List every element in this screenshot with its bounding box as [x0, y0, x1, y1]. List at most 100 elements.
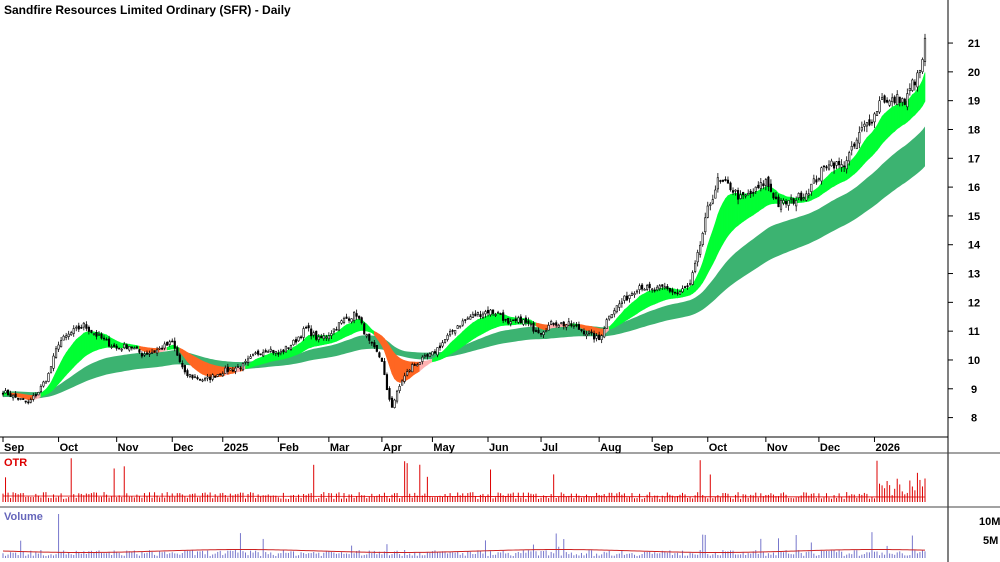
candle-body: [787, 200, 790, 206]
candle-body: [517, 317, 520, 323]
candle-body: [428, 353, 431, 358]
candle-body: [815, 179, 818, 183]
candle-body: [4, 390, 7, 394]
short-term-ma-ribbon-segment: [485, 315, 489, 333]
candle-body: [171, 340, 174, 343]
candle-body: [716, 177, 719, 190]
candle-body: [138, 349, 141, 353]
candle-body: [507, 318, 510, 324]
candle-body: [70, 332, 73, 336]
candle-body: [600, 335, 603, 340]
short-term-ma-ribbon-segment: [202, 360, 206, 376]
candle-body: [168, 341, 171, 345]
candle-body: [587, 331, 591, 334]
candle-body: [524, 317, 527, 323]
candle-body: [883, 95, 886, 103]
candle-body: [148, 352, 151, 355]
candle-body: [747, 192, 750, 196]
candle-body: [17, 397, 20, 400]
short-term-ma-ribbon-segment: [73, 338, 77, 368]
candle-body: [358, 315, 361, 319]
candle-body: [918, 70, 922, 73]
candle-body: [499, 313, 502, 315]
candle-body: [390, 397, 394, 408]
short-term-ma-ribbon-segment: [265, 354, 269, 364]
short-term-ma-ribbon-segment: [467, 324, 471, 344]
short-term-ma-ribbon-segment: [871, 128, 875, 157]
month-tick-label: Nov: [767, 442, 789, 454]
candle-body: [688, 283, 692, 285]
candle-body: [211, 374, 214, 380]
candle-body: [653, 289, 656, 292]
candle-body: [896, 94, 899, 105]
candle-body: [840, 164, 843, 168]
candle-body: [577, 324, 581, 330]
candle-body: [14, 393, 17, 398]
candle-body: [641, 284, 644, 290]
short-term-ma-ribbon-segment: [624, 307, 628, 322]
candle-body: [825, 166, 828, 169]
candle-body: [527, 320, 530, 324]
candle-body: [529, 323, 533, 326]
candle-body: [464, 319, 467, 321]
short-term-ma-ribbon-segment: [894, 103, 898, 132]
candle-body: [128, 346, 131, 351]
candle-body: [575, 324, 578, 327]
candle-body: [133, 347, 136, 350]
short-term-ma-ribbon-segment: [816, 186, 820, 199]
candle-body: [411, 364, 414, 373]
candle-body: [721, 179, 724, 182]
candle-body: [130, 346, 133, 349]
short-term-ma-ribbon-segment: [712, 222, 716, 264]
candle-body: [406, 371, 409, 376]
candle-body: [673, 291, 677, 294]
short-term-ma-ribbon-segment: [88, 331, 92, 355]
candle-body: [610, 314, 613, 318]
candle-body: [332, 328, 335, 333]
candle-body: [724, 179, 727, 181]
candle-body: [476, 312, 479, 315]
candle-body: [484, 311, 487, 315]
short-term-ma-ribbon-segment: [449, 340, 453, 355]
candle-body: [759, 182, 762, 189]
candle-body: [166, 341, 169, 346]
month-tick-label: Feb: [279, 442, 299, 454]
candle-body: [479, 314, 482, 317]
candle-body: [661, 284, 664, 287]
candle-body: [350, 318, 353, 323]
candle-body: [800, 192, 803, 201]
short-term-ma-ribbon-segment: [452, 338, 456, 354]
candle-body: [320, 335, 323, 339]
short-term-ma-ribbon-segment: [636, 295, 640, 315]
candle-body: [873, 113, 876, 123]
candle-body: [678, 291, 682, 295]
candle-body: [494, 314, 497, 316]
candle-body: [1, 392, 5, 395]
candle-body: [901, 98, 904, 103]
candle-body: [196, 377, 199, 380]
month-tick-label: Oct: [60, 442, 79, 454]
short-term-ma-ribbon-segment: [879, 115, 883, 148]
candle-body: [820, 167, 823, 182]
candle-body: [385, 374, 389, 391]
candle-body: [353, 311, 356, 321]
candle-body: [249, 356, 252, 359]
candle-body: [241, 363, 245, 371]
candle-body: [850, 145, 853, 151]
month-tick-label: Oct: [709, 442, 728, 454]
short-term-ma-ribbon-segment: [884, 110, 888, 142]
candle-body: [388, 388, 391, 400]
candle-body: [858, 132, 861, 144]
candle-body: [466, 317, 469, 320]
short-term-ma-ribbon-segment: [480, 317, 484, 336]
short-term-ma-ribbon-segment: [586, 325, 590, 332]
candle-body: [408, 369, 411, 372]
candle-body: [514, 318, 517, 322]
candle-body: [595, 335, 598, 339]
short-term-ma-ribbon-segment: [199, 359, 203, 375]
candle-body: [555, 322, 558, 326]
candle-body: [671, 289, 674, 293]
candle-body: [272, 349, 275, 354]
candle-body: [749, 190, 752, 194]
candle-body: [398, 386, 401, 391]
